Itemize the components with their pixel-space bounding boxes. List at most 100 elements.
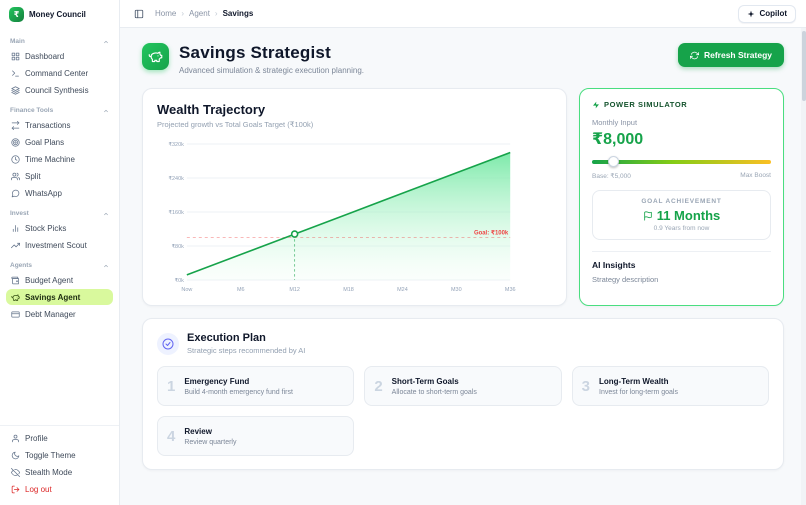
command-center-icon — [12, 70, 19, 76]
refresh-strategy-button[interactable]: Refresh Strategy — [677, 43, 784, 67]
scrollbar[interactable] — [801, 28, 806, 505]
svg-text:M18: M18 — [343, 287, 354, 293]
sidebar-item-dashboard[interactable]: Dashboard — [6, 48, 113, 64]
chevron-up-icon — [104, 264, 108, 267]
sidebar-item-label: Debt Manager — [25, 309, 76, 319]
credit-card-icon — [11, 311, 20, 317]
execution-plan-subtitle: Strategic steps recommended by AI — [187, 346, 306, 355]
monthly-input-slider[interactable] — [592, 156, 771, 168]
sidebar-nav: Main Dashboard Command Center Council Synth… — [0, 28, 119, 425]
sidebar-item-profile[interactable]: Profile — [6, 430, 113, 446]
logout-icon — [11, 485, 20, 493]
sidebar-item-transactions[interactable]: Transactions — [6, 117, 113, 133]
panel-left-icon — [134, 9, 143, 18]
sidebar-item-label: Stock Picks — [25, 223, 67, 233]
step-title: Short-Term Goals — [391, 376, 459, 386]
sidebar-item-debt-manager[interactable]: Debt Manager — [6, 306, 113, 322]
sidebar-item-stock-picks[interactable]: Stock Picks — [6, 220, 113, 236]
sidebar-item-label: Dashboard — [25, 51, 65, 61]
simulator-header: POWER SIMULATOR — [604, 100, 688, 109]
sidebar-section-invest[interactable]: Invest — [0, 202, 119, 219]
step-number: 3 — [581, 377, 590, 395]
sidebar-item-label: Stealth Mode — [25, 467, 73, 477]
sidebar-item-label: Savings Agent — [25, 292, 81, 302]
sidebar-item-label: Profile — [25, 433, 48, 443]
trajectory-chart: ₹0k ₹80k ₹160k ₹240k ₹320k Now M6 M12 M18 M24 M30 M… — [169, 142, 516, 293]
svg-text:Now: Now — [181, 287, 192, 293]
sidebar-item-whatsapp[interactable]: WhatsApp — [6, 185, 113, 201]
sidebar-item-split[interactable]: Split — [6, 168, 113, 184]
section-label: Agents — [10, 262, 33, 269]
breadcrumb-agent[interactable]: Agent — [189, 9, 210, 18]
sidebar-item-label: Time Machine — [25, 154, 75, 164]
breadcrumb-home[interactable]: Home — [155, 9, 177, 18]
step-title: Long-Term Wealth — [599, 376, 669, 386]
sidebar-item-budget-agent[interactable]: Budget Agent — [6, 272, 113, 288]
chevron-up-icon — [104, 212, 108, 215]
breadcrumb: Home › Agent › Savings — [155, 9, 253, 18]
step-title: Review — [184, 426, 212, 436]
step-number: 4 — [167, 427, 176, 445]
step-description: Allocate to short-term goals — [391, 388, 477, 396]
section-label: Invest — [10, 210, 29, 217]
sidebar-item-council-synthesis[interactable]: Council Synthesis — [6, 82, 113, 98]
sidebar-section-agents[interactable]: Agents — [0, 254, 119, 271]
sidebar-toggle-button[interactable] — [130, 5, 147, 22]
goal-achievement-value: 11 Months — [656, 208, 721, 223]
chat-icon — [11, 189, 20, 197]
page-content: Savings Strategist Advanced simulation &… — [120, 28, 806, 505]
page-header: Savings Strategist Advanced simulation &… — [142, 43, 784, 75]
execution-step-short-term-goals: 2 Short-Term Goals Allocate to short-term … — [364, 366, 562, 406]
sidebar-item-label: Log out — [25, 484, 52, 494]
sidebar-section-main[interactable]: Main — [0, 30, 119, 47]
app-name: Money Council — [29, 9, 86, 19]
flag-icon — [643, 210, 652, 221]
execution-step-long-term-wealth: 3 Long-Term Wealth Invest for long-term go… — [571, 366, 769, 406]
slider-min-label: Base: ₹5,000 — [592, 173, 631, 180]
trajectory-subtitle: Projected growth vs Total Goals Target (… — [157, 120, 314, 129]
sidebar-item-stealth-mode[interactable]: Stealth Mode — [6, 464, 113, 480]
step-number: 1 — [167, 377, 176, 395]
slider-track[interactable] — [592, 160, 771, 164]
step-description: Review quarterly — [184, 438, 237, 446]
topbar: Home › Agent › Savings Copilot — [120, 0, 806, 28]
bolt-icon — [593, 101, 599, 108]
scrollbar-thumb[interactable] — [801, 31, 806, 101]
copilot-button[interactable]: Copilot — [738, 4, 796, 23]
monthly-input-value: ₹8,000 — [592, 131, 644, 148]
svg-text:M12: M12 — [289, 287, 300, 293]
sidebar-item-log-out[interactable]: Log out — [6, 481, 113, 497]
slider-thumb[interactable] — [608, 156, 620, 167]
sidebar-item-command-center[interactable]: Command Center — [6, 65, 113, 81]
svg-text:₹160k: ₹160k — [169, 210, 185, 216]
divider — [592, 251, 771, 252]
app-logo[interactable]: ₹ Money Council — [0, 0, 119, 28]
moon-icon — [11, 451, 20, 459]
trending-up-icon — [11, 242, 20, 248]
ai-insights-text: Strategy description — [592, 275, 659, 284]
execution-plan-card: Execution Plan Strategic steps recommend… — [142, 318, 784, 470]
sidebar-item-label: Command Center — [25, 68, 89, 78]
sidebar-section-finance-tools[interactable]: Finance Tools — [0, 99, 119, 116]
sidebar-item-savings-agent[interactable]: Savings Agent — [6, 289, 113, 305]
sparkle-icon — [748, 10, 755, 17]
clock-icon — [11, 154, 20, 164]
svg-text:M6: M6 — [237, 287, 245, 293]
svg-text:₹240k: ₹240k — [169, 176, 185, 182]
step-description: Build 4-month emergency fund first — [184, 388, 293, 396]
goal-achievement-box: GOAL ACHIEVEMENT 11 Months 0.9 Years fro… — [592, 190, 771, 240]
sidebar-item-goal-plans[interactable]: Goal Plans — [6, 134, 113, 150]
svg-text:M30: M30 — [451, 287, 462, 293]
sidebar-item-label: Transactions — [25, 120, 71, 130]
execution-step-emergency-fund: 1 Emergency Fund Build 4-month emergency f… — [157, 366, 355, 406]
wealth-trajectory-card: Wealth Trajectory Projected growth vs To… — [142, 88, 567, 306]
sidebar-item-time-machine[interactable]: Time Machine — [6, 151, 113, 167]
users-icon — [11, 172, 20, 180]
sidebar: ₹ Money Council Main Dashboard Command Cen… — [0, 0, 120, 505]
chevron-up-icon — [104, 109, 108, 112]
step-description: Invest for long-term goals — [599, 388, 678, 396]
sidebar-item-toggle-theme[interactable]: Toggle Theme — [6, 447, 113, 463]
svg-text:₹80k: ₹80k — [172, 244, 185, 250]
sidebar-item-investment-scout[interactable]: Investment Scout — [6, 237, 113, 253]
user-icon — [12, 434, 19, 442]
